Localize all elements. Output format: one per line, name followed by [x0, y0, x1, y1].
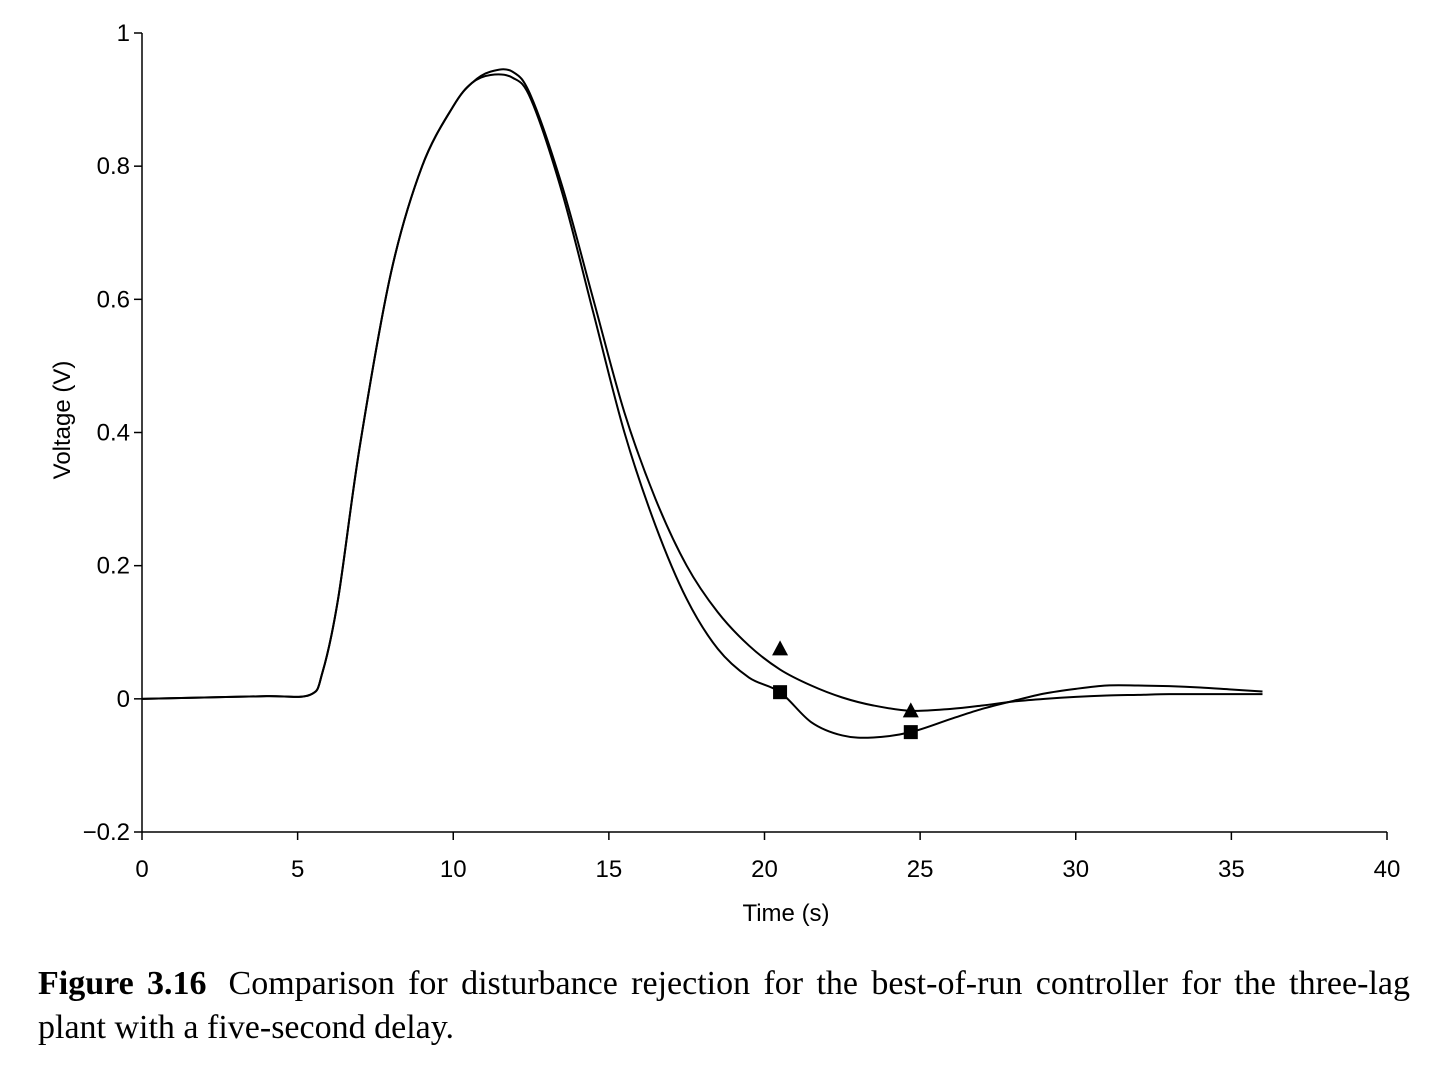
- chart-ticks: 0 5 10 15 20 25 30 35 40−0.200.20.40.60.81: [83, 20, 1401, 883]
- x-tick-label: 30: [1062, 856, 1089, 883]
- y-tick-label: 0.4: [97, 420, 130, 447]
- x-tick-label: 5: [291, 856, 304, 883]
- chart-markers: [772, 640, 919, 740]
- x-tick-label: 35: [1218, 856, 1245, 883]
- y-tick-label: 0.8: [97, 153, 130, 180]
- y-tick-label: 1: [117, 20, 130, 47]
- square-marker: [903, 725, 918, 740]
- x-tick-label: 15: [596, 856, 623, 883]
- x-tick-label: 40: [1374, 856, 1401, 883]
- triangle-marker: [902, 702, 919, 718]
- square-marker: [773, 685, 788, 700]
- x-axis-title: Time (s): [742, 900, 829, 927]
- y-tick-label: 0.2: [97, 553, 130, 580]
- y-axis-title: Voltage (V): [49, 361, 76, 480]
- line-chart: 0 5 10 15 20 25 30 35 40−0.200.20.40.60.81 Time …: [49, 20, 1401, 927]
- chart-series: [141, 68, 1263, 739]
- x-tick-label: 10: [440, 856, 467, 883]
- series-line-1-triangle: [141, 68, 1263, 712]
- figure-caption-text: Comparison for disturbance rejection for…: [38, 965, 1410, 1046]
- chart-axes: [141, 33, 1387, 833]
- x-tick-label: 20: [751, 856, 778, 883]
- y-tick-label: 0: [117, 686, 130, 713]
- triangle-marker: [772, 640, 789, 656]
- figure-caption: Figure 3.16 Comparison for disturbance re…: [38, 962, 1410, 1050]
- y-tick-label: −0.2: [83, 819, 130, 846]
- y-tick-label: 0.6: [97, 286, 130, 313]
- x-tick-label: 25: [907, 856, 934, 883]
- figure-label: Figure 3.16: [38, 965, 207, 1002]
- x-tick-label: 0: [135, 856, 148, 883]
- series-line-2-square: [141, 73, 1263, 739]
